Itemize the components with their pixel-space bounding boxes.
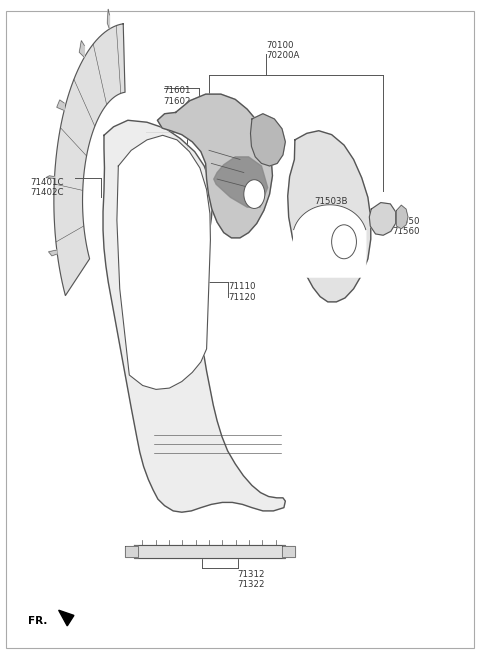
Polygon shape — [54, 24, 125, 296]
Circle shape — [244, 180, 265, 209]
Text: 71550
71560: 71550 71560 — [393, 217, 420, 236]
Polygon shape — [396, 205, 408, 229]
Polygon shape — [59, 610, 74, 626]
Text: 71401C
71402C: 71401C 71402C — [30, 178, 63, 197]
Polygon shape — [103, 120, 285, 512]
Text: 89781
89782: 89781 89782 — [144, 145, 172, 165]
Polygon shape — [117, 135, 210, 390]
Text: 71110
71120: 71110 71120 — [228, 282, 255, 302]
Text: 71312
71322: 71312 71322 — [238, 570, 265, 589]
Polygon shape — [134, 545, 285, 558]
Polygon shape — [125, 546, 138, 557]
Text: FR.: FR. — [28, 615, 47, 626]
Polygon shape — [288, 131, 371, 302]
Polygon shape — [46, 176, 54, 178]
Polygon shape — [57, 100, 64, 110]
Polygon shape — [294, 205, 366, 277]
Polygon shape — [108, 9, 109, 29]
Polygon shape — [79, 41, 84, 57]
Polygon shape — [369, 203, 396, 236]
Text: 71601
71602: 71601 71602 — [164, 87, 191, 106]
Polygon shape — [48, 250, 57, 256]
Polygon shape — [281, 546, 295, 557]
Polygon shape — [214, 157, 268, 207]
Circle shape — [332, 225, 357, 258]
Text: 71503B
71504B: 71503B 71504B — [314, 197, 348, 217]
Polygon shape — [157, 94, 273, 238]
Text: 70100
70200A: 70100 70200A — [266, 41, 300, 60]
Polygon shape — [251, 113, 285, 166]
